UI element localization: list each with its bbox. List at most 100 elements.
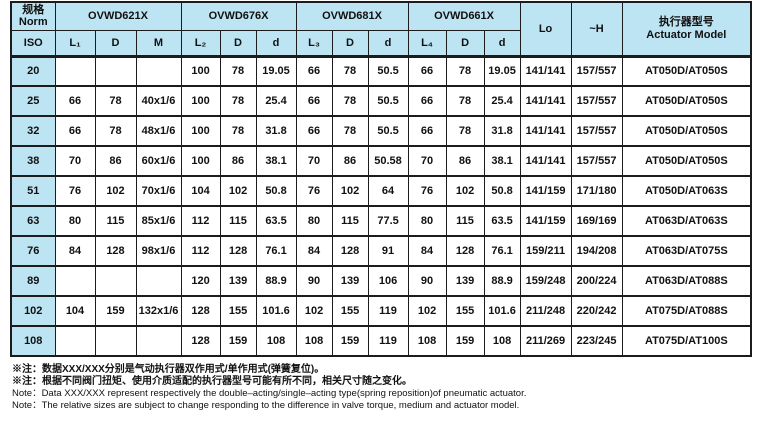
cell: 66 xyxy=(295,85,333,117)
cell: 139 xyxy=(219,265,257,297)
cell: 115 xyxy=(219,205,257,237)
cell: 102 xyxy=(295,295,333,327)
cell: 78 xyxy=(219,55,257,87)
column-header-actuator: 执行器型号 Actuator Model xyxy=(621,1,752,58)
cell: AT075D/AT088S xyxy=(621,295,752,327)
cell: 25.4 xyxy=(255,85,297,117)
cell: 108 xyxy=(483,325,521,357)
cell: 78 xyxy=(331,85,369,117)
cell: 100 xyxy=(180,55,221,87)
cell: 76.1 xyxy=(255,235,297,267)
cell: 38.1 xyxy=(255,145,297,177)
cell: 25.4 xyxy=(483,85,521,117)
group-header-ovwd661x: OVWD661X xyxy=(407,1,521,31)
cell: 48x1/6 xyxy=(135,115,182,147)
cell: 66 xyxy=(407,55,447,87)
column-header-d-676: D xyxy=(219,29,257,58)
cell: 139 xyxy=(445,265,485,297)
cell: 80 xyxy=(54,205,96,237)
cell: 139 xyxy=(331,265,369,297)
cell: 157/557 xyxy=(570,55,623,87)
table-row: 108 128 159 108 108 159 119 108 159 108 211/269 223… xyxy=(10,325,752,357)
cell: 211/269 xyxy=(519,325,572,357)
iso-cell: 25 xyxy=(10,85,56,117)
cell: 77.5 xyxy=(367,205,409,237)
cell: 86 xyxy=(331,145,369,177)
cell: 50.5 xyxy=(367,115,409,147)
cell: 66 xyxy=(54,85,96,117)
cell: 115 xyxy=(445,205,485,237)
cell: 78 xyxy=(94,115,137,147)
cell: 66 xyxy=(407,115,447,147)
cell: 155 xyxy=(445,295,485,327)
cell: 159 xyxy=(219,325,257,357)
cell: 76.1 xyxy=(483,235,521,267)
cell: 78 xyxy=(331,55,369,87)
cell: 104 xyxy=(54,295,96,327)
cell: 78 xyxy=(219,115,257,147)
cell: 155 xyxy=(219,295,257,327)
iso-cell: 32 xyxy=(10,115,56,147)
cell: 128 xyxy=(94,235,137,267)
cell: 141/141 xyxy=(519,145,572,177)
cell: 38.1 xyxy=(483,145,521,177)
cell xyxy=(135,265,182,297)
column-header-h: ~H xyxy=(570,1,623,58)
cell: 66 xyxy=(295,115,333,147)
iso-cell: 20 xyxy=(10,55,56,87)
iso-cell: 76 xyxy=(10,235,56,267)
cell: 115 xyxy=(331,205,369,237)
cell: AT075D/AT100S xyxy=(621,325,752,357)
column-header-d2-681: d xyxy=(367,29,409,58)
cell: 86 xyxy=(94,145,137,177)
cell: 108 xyxy=(295,325,333,357)
cell: 128 xyxy=(219,235,257,267)
cell: AT063D/AT063S xyxy=(621,205,752,237)
cell: 112 xyxy=(180,205,221,237)
cell: 100 xyxy=(180,85,221,117)
cell: AT050D/AT050S xyxy=(621,145,752,177)
cell: 141/141 xyxy=(519,55,572,87)
column-header-l3: L₃ xyxy=(295,29,333,58)
cell: 159 xyxy=(445,325,485,357)
cell: 155 xyxy=(331,295,369,327)
cell: 104 xyxy=(180,175,221,207)
cell: 223/245 xyxy=(570,325,623,357)
cell: AT063D/AT075S xyxy=(621,235,752,267)
table-row: 76 84 128 98x1/6 112 128 76.1 84 128 91 84 128 76.1 1… xyxy=(10,235,752,267)
table-row: 102 104 159 132x1/6 128 155 101.6 102 155 119 102 1… xyxy=(10,295,752,327)
cell: 63.5 xyxy=(255,205,297,237)
cell: 159 xyxy=(94,295,137,327)
cell: 50.5 xyxy=(367,55,409,87)
cell: 19.05 xyxy=(255,55,297,87)
cell: 78 xyxy=(331,115,369,147)
spec-table: 规格 Norm OVWD621X OVWD676X OVWD681X OVWD6… xyxy=(10,1,753,357)
cell: 86 xyxy=(445,145,485,177)
table-row: 25 66 78 40x1/6 100 78 25.4 66 78 50.5 66 78 25.4 141… xyxy=(10,85,752,117)
table-row: 20 100 78 19.05 66 78 50.5 66 78 19.05 141/141 157/… xyxy=(10,55,752,87)
cell: AT050D/AT050S xyxy=(621,55,752,87)
cell: 60x1/6 xyxy=(135,145,182,177)
cell: 91 xyxy=(367,235,409,267)
cell: 128 xyxy=(331,235,369,267)
cell: 80 xyxy=(407,205,447,237)
cell: 106 xyxy=(367,265,409,297)
iso-cell: 108 xyxy=(10,325,56,357)
iso-cell: 51 xyxy=(10,175,56,207)
cell: 112 xyxy=(180,235,221,267)
cell: 50.8 xyxy=(483,175,521,207)
cell xyxy=(94,325,137,357)
cell: 31.8 xyxy=(483,115,521,147)
cell: 159/211 xyxy=(519,235,572,267)
cell: AT050D/AT063S xyxy=(621,175,752,207)
cell xyxy=(135,55,182,87)
table-row: 38 70 86 60x1/6 100 86 38.1 70 86 50.58 70 86 38.1 14… xyxy=(10,145,752,177)
cell xyxy=(94,55,137,87)
cell: 90 xyxy=(407,265,447,297)
cell: 141/141 xyxy=(519,115,572,147)
cell: 119 xyxy=(367,325,409,357)
cell: 101.6 xyxy=(483,295,521,327)
cell: 78 xyxy=(219,85,257,117)
table-row: 51 76 102 70x1/6 104 102 50.8 76 102 64 76 102 50.8 1… xyxy=(10,175,752,207)
column-header-m: M xyxy=(135,29,182,58)
